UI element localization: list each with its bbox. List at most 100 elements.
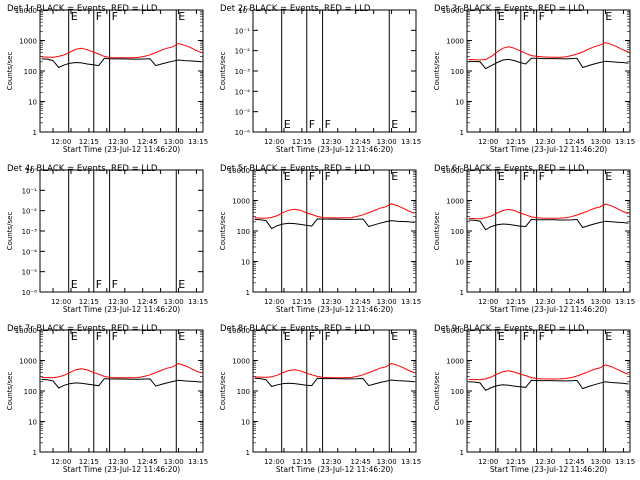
y-tick-label: 10⁻⁴: [235, 88, 251, 96]
x-tick-label: 12:45: [137, 458, 157, 466]
x-tick-label: 13:15: [401, 138, 421, 146]
plot-frame: [39, 329, 204, 453]
x-tick-label: 12:45: [564, 138, 584, 146]
plot-frame: [252, 329, 417, 453]
y-tick-label: 1: [33, 449, 37, 457]
event-marker: F: [325, 118, 331, 131]
y-axis-label: Counts/sec: [433, 372, 441, 411]
y-tick-label: 10000: [442, 7, 464, 15]
x-tick-label: 12:15: [292, 298, 312, 306]
event-marker: F: [523, 170, 529, 183]
x-tick-label: 12:15: [79, 298, 99, 306]
x-tick-label: 12:15: [506, 138, 526, 146]
detector-plot-8: Det 8r BLACK = Events, RED = LLD 1 10 100 10…: [219, 324, 421, 474]
detector-plot-9: Det 9r BLACK = Events, RED = LLD 1 10 100 10…: [433, 324, 635, 474]
y-tick-label: 10: [455, 99, 464, 107]
event-marker: F: [523, 330, 529, 343]
x-tick-label: 13:15: [615, 138, 635, 146]
y-tick-label: 100: [451, 228, 464, 236]
x-tick-label: 12:00: [478, 458, 498, 466]
event-marker: F: [539, 10, 545, 23]
y-tick-label: 10⁻⁵: [235, 109, 251, 117]
x-axis-label: Start Time (23-Jul-12 11:46:20): [63, 465, 180, 474]
events-series-line: [254, 377, 415, 388]
x-axis-label: Start Time (23-Jul-12 11:46:20): [490, 465, 607, 474]
event-marker: E: [71, 10, 78, 23]
detector-plot-4: Det 4r BLACK = Events, RED = LLD 10⁻⁶ 10⁻⁵…: [6, 164, 208, 314]
y-tick-label: 100: [237, 388, 250, 396]
lld-series-line: [254, 203, 415, 219]
x-axis-label: Start Time (23-Jul-12 11:46:20): [276, 465, 393, 474]
y-tick-label: 10⁻³: [235, 68, 251, 76]
y-tick-label: 1000: [446, 198, 464, 206]
plot-title: Det 4r BLACK = Events, RED = LLD: [7, 164, 158, 174]
event-marker: E: [498, 10, 505, 23]
y-tick-label: 10⁻⁶: [235, 129, 251, 137]
plot-title: Det 8r BLACK = Events, RED = LLD: [220, 324, 371, 334]
x-tick-label: 12:45: [137, 138, 157, 146]
y-tick-label: 1: [460, 289, 464, 297]
y-tick-label: 1000: [232, 198, 250, 206]
event-marker: F: [539, 330, 545, 343]
x-tick-label: 12:00: [51, 138, 71, 146]
event-marker: F: [325, 170, 331, 183]
y-tick-label: 100: [24, 68, 37, 76]
y-tick-label: 1000: [19, 38, 37, 46]
x-tick-label: 13:00: [591, 458, 611, 466]
y-tick-label: 10⁰: [238, 7, 250, 15]
y-tick-label: 10⁻⁶: [22, 289, 38, 297]
x-tick-label: 12:00: [264, 298, 284, 306]
event-marker: E: [71, 330, 78, 343]
x-tick-label: 12:00: [264, 138, 284, 146]
x-tick-label: 12:30: [535, 138, 555, 146]
event-marker: E: [605, 10, 612, 23]
plot-frame: [252, 9, 417, 133]
y-tick-label: 100: [237, 228, 250, 236]
plot-frame: [252, 169, 417, 293]
events-series-line: [468, 218, 629, 231]
detector-plot-5: Det 5r BLACK = Events, RED = LLD 1 10 100 10…: [219, 164, 421, 314]
event-marker: F: [325, 330, 331, 343]
event-marker: F: [96, 330, 102, 343]
event-marker: F: [96, 10, 102, 23]
event-marker: E: [71, 278, 78, 291]
events-series-line: [468, 379, 629, 392]
lld-series-line: [468, 42, 629, 61]
event-marker: F: [112, 10, 118, 23]
y-tick-label: 10: [455, 419, 464, 427]
y-tick-label: 10⁻¹: [22, 187, 38, 195]
x-axis-label: Start Time (23-Jul-12 11:46:20): [490, 305, 607, 314]
y-tick-label: 10⁻²: [235, 48, 251, 56]
plot-title: Det 6r BLACK = Events, RED = LLD: [434, 164, 585, 174]
y-tick-label: 10⁻¹: [235, 27, 251, 35]
y-tick-label: 10: [241, 419, 250, 427]
y-tick-label: 10000: [228, 167, 250, 175]
y-tick-label: 10⁰: [25, 167, 37, 175]
x-tick-label: 12:30: [108, 458, 128, 466]
plot-title: Det 9r BLACK = Events, RED = LLD: [434, 324, 585, 334]
x-tick-label: 12:15: [292, 458, 312, 466]
event-marker: E: [178, 330, 185, 343]
lld-series-line: [254, 362, 415, 379]
x-tick-label: 13:00: [377, 138, 397, 146]
event-marker: E: [284, 170, 291, 183]
events-series-line: [468, 57, 629, 70]
x-tick-label: 13:00: [377, 298, 397, 306]
x-tick-label: 13:00: [591, 138, 611, 146]
y-tick-label: 1000: [232, 358, 250, 366]
y-tick-label: 100: [451, 68, 464, 76]
y-tick-label: 100: [451, 388, 464, 396]
y-tick-label: 10⁻⁴: [22, 248, 38, 256]
x-tick-label: 12:00: [51, 298, 71, 306]
event-marker: F: [96, 278, 102, 291]
x-axis-label: Start Time (23-Jul-12 11:46:20): [63, 145, 180, 154]
x-tick-label: 13:00: [377, 458, 397, 466]
x-tick-label: 12:45: [350, 138, 370, 146]
x-tick-label: 12:15: [79, 458, 99, 466]
x-tick-label: 12:30: [535, 298, 555, 306]
x-tick-label: 12:15: [79, 138, 99, 146]
event-marker: E: [284, 118, 291, 131]
y-tick-label: 1000: [446, 358, 464, 366]
y-tick-label: 1: [460, 129, 464, 137]
y-tick-label: 1000: [446, 38, 464, 46]
